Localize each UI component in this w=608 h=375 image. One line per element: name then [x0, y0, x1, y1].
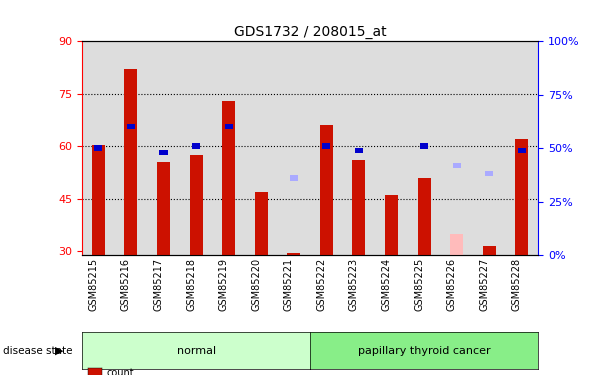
Bar	[322, 143, 330, 148]
Bar	[127, 124, 135, 129]
Bar	[420, 143, 428, 148]
Bar	[192, 143, 200, 148]
Bar	[287, 253, 300, 255]
Text: disease state: disease state	[3, 346, 72, 355]
Bar	[485, 171, 493, 176]
Bar	[190, 155, 202, 255]
Bar	[355, 148, 363, 153]
Bar	[125, 69, 137, 255]
Bar	[385, 195, 398, 255]
Bar	[222, 101, 235, 255]
Text: papillary thyroid cancer: papillary thyroid cancer	[358, 346, 491, 355]
Bar	[94, 146, 102, 151]
Bar	[224, 124, 233, 129]
Bar	[353, 160, 365, 255]
Bar	[518, 148, 526, 153]
Bar	[290, 176, 298, 181]
Bar	[159, 150, 168, 155]
Title: GDS1732 / 208015_at: GDS1732 / 208015_at	[233, 25, 387, 39]
Bar	[92, 145, 105, 255]
Text: count: count	[106, 368, 134, 375]
Text: ▶: ▶	[55, 346, 63, 355]
Bar	[157, 162, 170, 255]
Bar	[452, 163, 461, 168]
Text: normal: normal	[176, 346, 216, 355]
Bar	[320, 125, 333, 255]
Bar	[450, 234, 463, 255]
Bar	[515, 140, 528, 255]
Bar	[255, 192, 268, 255]
Bar	[418, 178, 430, 255]
Bar	[483, 246, 496, 255]
